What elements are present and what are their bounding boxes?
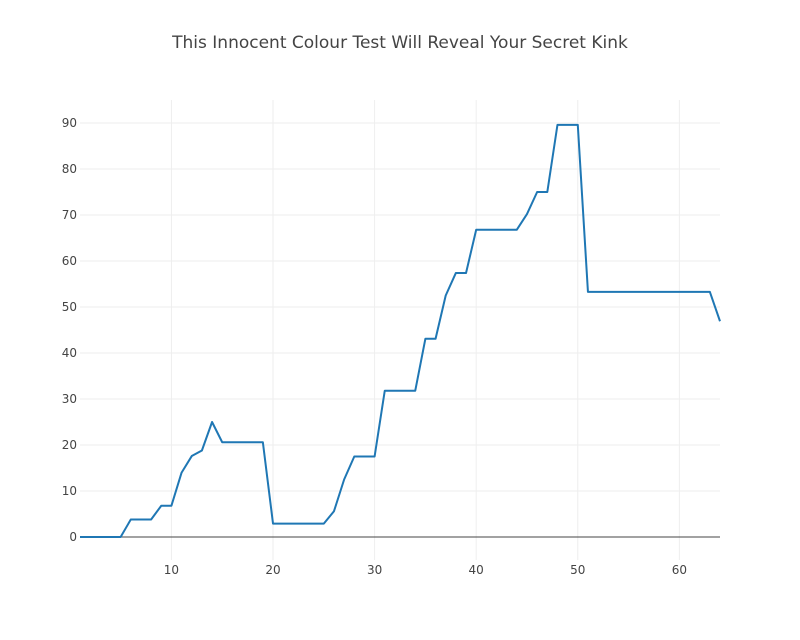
y-tick-label: 50 xyxy=(62,300,77,314)
x-tick-label: 20 xyxy=(265,563,280,577)
x-tick-label: 40 xyxy=(469,563,484,577)
y-tick-label: 80 xyxy=(62,162,77,176)
x-tick-label: 50 xyxy=(570,563,585,577)
series-line xyxy=(80,123,721,538)
x-tick-label: 60 xyxy=(672,563,687,577)
x-tick-label: 10 xyxy=(164,563,179,577)
y-axis-ticks: 0 10 20 30 40 50 60 70 80 90 xyxy=(62,116,77,544)
y-tick-label: 70 xyxy=(62,208,77,222)
y-tick-label: 30 xyxy=(62,392,77,406)
y-tick-label: 90 xyxy=(62,116,77,130)
x-axis-ticks: 10 20 30 40 50 60 xyxy=(164,563,687,577)
y-tick-label: 20 xyxy=(62,438,77,452)
y-tick-label: 0 xyxy=(69,530,77,544)
y-tick-label: 10 xyxy=(62,484,77,498)
y-tick-label: 60 xyxy=(62,254,77,268)
chart-title: This Innocent Colour Test Will Reveal Yo… xyxy=(172,33,628,53)
y-tick-label: 40 xyxy=(62,346,77,360)
x-tick-label: 30 xyxy=(367,563,382,577)
series xyxy=(80,123,721,538)
gridlines xyxy=(80,100,720,560)
